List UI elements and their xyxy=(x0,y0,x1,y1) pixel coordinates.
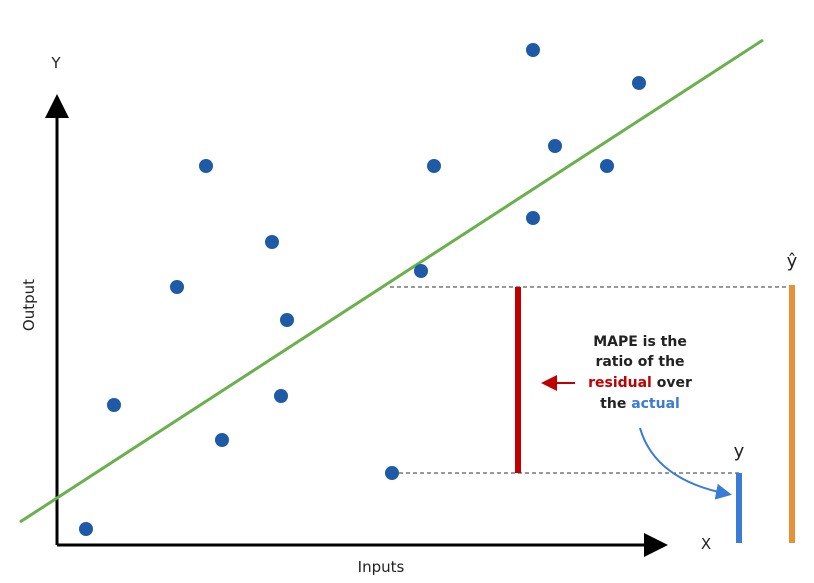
data-point xyxy=(170,280,184,294)
data-point xyxy=(385,466,399,480)
y-axis-label: Y xyxy=(50,54,61,72)
data-point xyxy=(274,389,288,403)
data-point xyxy=(526,43,540,57)
data-point xyxy=(427,159,441,173)
data-point xyxy=(199,159,213,173)
annotation-line: the actual xyxy=(600,396,680,412)
x-axis-title: Inputs xyxy=(358,558,405,576)
data-point xyxy=(280,313,294,327)
y-axis-title: Output xyxy=(20,279,38,331)
annotation-line: ratio of the xyxy=(595,354,684,370)
regression-line xyxy=(19,38,764,524)
x-axis-label: X xyxy=(701,535,711,553)
data-point xyxy=(107,398,121,412)
data-point xyxy=(215,433,229,447)
y-hat-label: ŷ xyxy=(787,251,798,272)
annotation-word: the xyxy=(600,396,626,412)
data-point xyxy=(79,522,93,536)
actual-word: actual xyxy=(631,396,680,412)
data-point xyxy=(265,235,279,249)
annotation-line: MAPE is the xyxy=(593,334,687,350)
y-label: y xyxy=(734,441,745,462)
actual-arrow xyxy=(639,427,732,500)
data-point xyxy=(548,139,562,153)
annotation-line: residual over xyxy=(588,375,692,391)
residual-word: residual xyxy=(588,375,652,391)
data-point xyxy=(600,159,614,173)
points xyxy=(79,43,646,536)
annotation-word: over xyxy=(657,375,692,391)
data-point xyxy=(414,264,428,278)
data-point xyxy=(632,76,646,90)
data-point xyxy=(526,211,540,225)
